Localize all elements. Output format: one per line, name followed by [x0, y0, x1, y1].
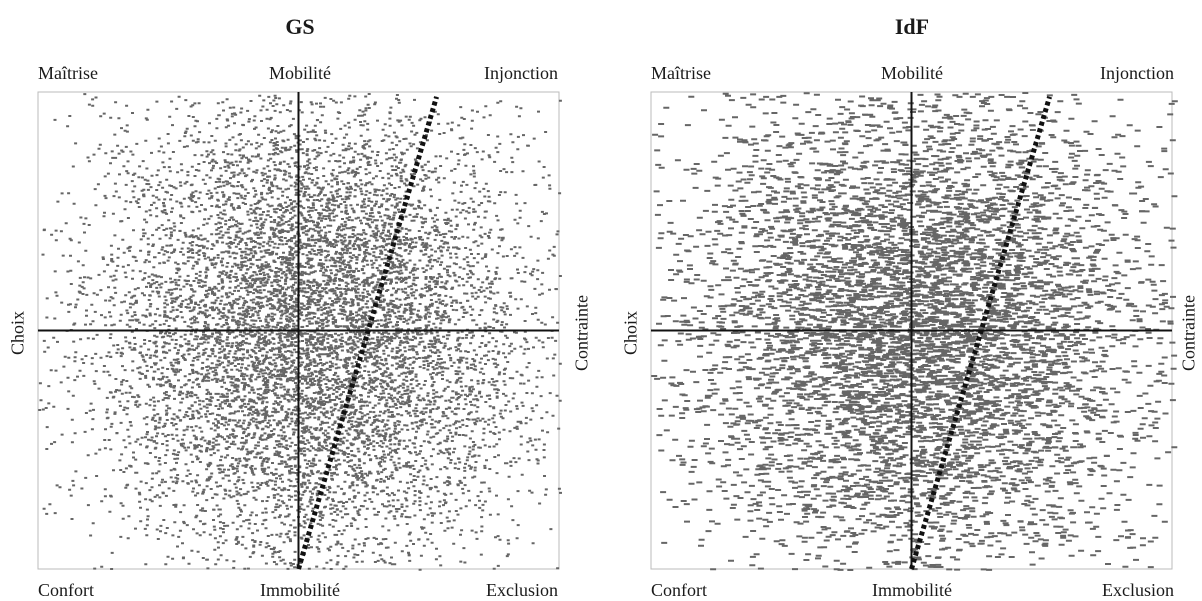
- label-bottom-right: Exclusion: [486, 580, 558, 600]
- label-top-right: Injonction: [484, 63, 558, 83]
- label-top-left: Maîtrise: [38, 63, 98, 83]
- dotted-divider-line: [909, 96, 1052, 570]
- chart-title: GS: [285, 14, 315, 39]
- label-bottom-left: Confort: [38, 580, 94, 600]
- label-top-center: Mobilité: [269, 63, 331, 83]
- chart-panel-gs: GS Maîtrise Mobilité Injonction Confort …: [8, 14, 592, 600]
- label-bottom-center: Immobilité: [872, 580, 952, 600]
- data-points: [38, 93, 562, 571]
- label-bottom-right: Exclusion: [1102, 580, 1174, 600]
- label-top-right: Injonction: [1100, 63, 1174, 83]
- chart-title: IdF: [894, 14, 930, 39]
- scatter-points: [38, 93, 562, 571]
- label-top-left: Maîtrise: [651, 63, 711, 83]
- dotted-divider-line: [296, 96, 439, 570]
- scatter-plot-gs: [37, 91, 562, 571]
- chart-panel-idf: IdF Maîtrise Mobilité Injonction Confort…: [601, 0, 1202, 601]
- label-top-center: Mobilité: [881, 63, 943, 83]
- label-bottom-left: Confort: [651, 580, 707, 600]
- label-bottom-center: Immobilité: [260, 580, 340, 600]
- scatter-plot-idf: [650, 91, 1178, 571]
